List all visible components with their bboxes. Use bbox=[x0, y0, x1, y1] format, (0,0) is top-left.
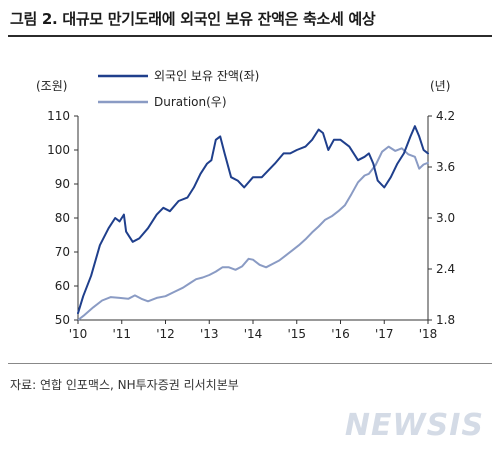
x-tick-label: '12 bbox=[156, 327, 175, 341]
right-tick-label: 1.8 bbox=[436, 313, 455, 327]
left-tick-label: 70 bbox=[55, 245, 70, 259]
legend-label: Duration(우) bbox=[154, 95, 227, 109]
x-tick-label: '10 bbox=[69, 327, 88, 341]
left-tick-label: 80 bbox=[55, 211, 70, 225]
series-line-foreign-holdings bbox=[77, 125, 429, 315]
source-note: 자료: 연합 인포맥스, NH투자증권 리서치본부 bbox=[10, 378, 239, 392]
left-tick-label: 90 bbox=[55, 177, 70, 191]
right-tick-label: 4.2 bbox=[436, 109, 455, 123]
source-divider bbox=[8, 363, 492, 364]
newsis-watermark: NEWSIS bbox=[344, 408, 484, 443]
x-tick-label: '11 bbox=[112, 327, 131, 341]
x-tick-label: '16 bbox=[331, 327, 350, 341]
x-tick-label: '18 bbox=[419, 327, 438, 341]
series-line-duration bbox=[77, 145, 429, 321]
left-tick-label: 50 bbox=[55, 313, 70, 327]
line-chart: 50 60 70 80 90 100 110 1.8 2.4 3.0 3.6 4.2 (조원) (년) '1… bbox=[36, 69, 455, 341]
left-tick-label: 60 bbox=[55, 279, 70, 293]
right-axis-unit: (년) bbox=[430, 79, 450, 93]
left-axis-unit: (조원) bbox=[36, 79, 67, 93]
x-tick-label: '15 bbox=[287, 327, 306, 341]
left-tick-label: 100 bbox=[47, 143, 70, 157]
legend-label: 외국인 보유 잔액(좌) bbox=[154, 69, 259, 83]
x-tick-label: '13 bbox=[200, 327, 219, 341]
figure-title: 그림 2. 대규모 만기도래에 외국인 보유 잔액은 축소세 예상 bbox=[10, 10, 376, 28]
x-tick-label: '14 bbox=[244, 327, 263, 341]
right-tick-label: 2.4 bbox=[436, 262, 455, 276]
left-tick-label: 110 bbox=[47, 109, 70, 123]
right-tick-label: 3.0 bbox=[436, 211, 455, 225]
title-divider bbox=[8, 35, 492, 37]
x-tick-label: '17 bbox=[375, 327, 394, 341]
right-tick-label: 3.6 bbox=[436, 160, 455, 174]
